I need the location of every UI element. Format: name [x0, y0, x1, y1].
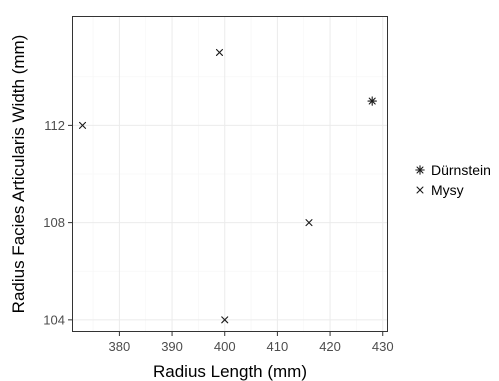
x-tick-label: 390 — [161, 339, 183, 354]
plot-panel — [72, 16, 388, 332]
y-axis: 104 108 112 — [43, 118, 72, 327]
y-tick-label: 104 — [43, 312, 65, 327]
x-tick-label: 380 — [109, 339, 131, 354]
data-point-mysy — [215, 48, 223, 56]
y-tick-label: 112 — [44, 118, 65, 133]
y-tick-label: 108 — [43, 215, 65, 230]
data-point-mysy — [221, 316, 229, 324]
legend-key-mysy — [416, 186, 424, 194]
panel-border — [72, 16, 388, 332]
legend-item-durnstein: Dürnstein — [415, 162, 491, 178]
x-axis-title: Radius Length (mm) — [153, 362, 307, 381]
legend-label: Mysy — [431, 182, 464, 198]
legend: Dürnstein Mysy — [415, 162, 491, 198]
x-tick-label: 410 — [267, 339, 289, 354]
data-point-mysy — [305, 219, 313, 227]
data-point-mysy — [79, 121, 87, 129]
x-tick-label: 420 — [319, 339, 341, 354]
legend-item-mysy: Mysy — [416, 182, 464, 198]
legend-key-durnstein — [415, 165, 425, 175]
y-axis-title: Radius Facies Articularis Width (mm) — [9, 35, 28, 314]
x-tick-label: 430 — [372, 339, 394, 354]
x-axis: 380 390 400 410 420 430 — [109, 332, 394, 354]
x-tick-label: 400 — [214, 339, 236, 354]
data-point-durnstein — [367, 96, 377, 106]
legend-label: Dürnstein — [431, 162, 491, 178]
